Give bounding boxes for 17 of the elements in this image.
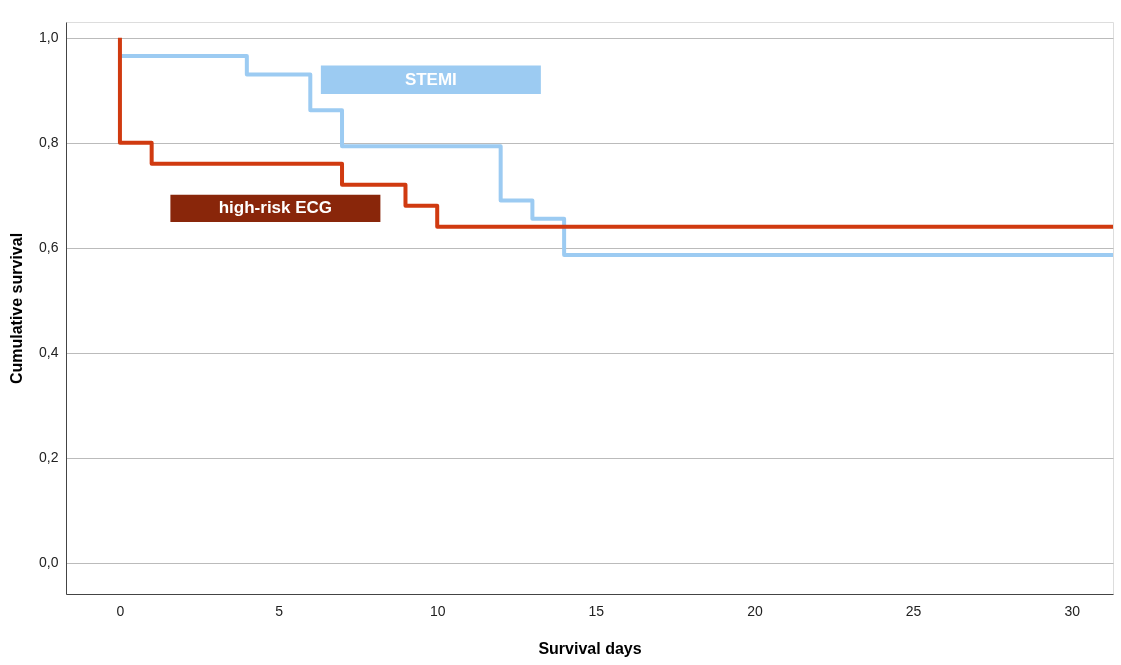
y-tick-label: 1,0 [39,29,59,46]
y-tick-label: 0,8 [39,134,59,151]
y-axis-title: Cumulative survival [8,232,26,385]
text: STEMI [404,69,457,89]
y-tick-label: 0,0 [39,554,59,571]
x-tick-label: 20 [747,602,763,619]
x-tick-label: 15 [588,602,605,619]
series-label: high-risk ECG [218,198,333,218]
x-tick-label: 0 [116,602,125,619]
x-tick-label: 30 [1064,602,1081,619]
y-tick-label: 0,6 [39,239,59,256]
x-axis-title: Survival days [538,639,642,657]
x-tick-label: 25 [905,602,922,619]
y-tick-label: 0,2 [39,449,59,466]
x-tick-label: 5 [275,602,284,619]
y-tick-label: 0,4 [39,344,59,361]
x-tick-label: 10 [429,602,446,619]
